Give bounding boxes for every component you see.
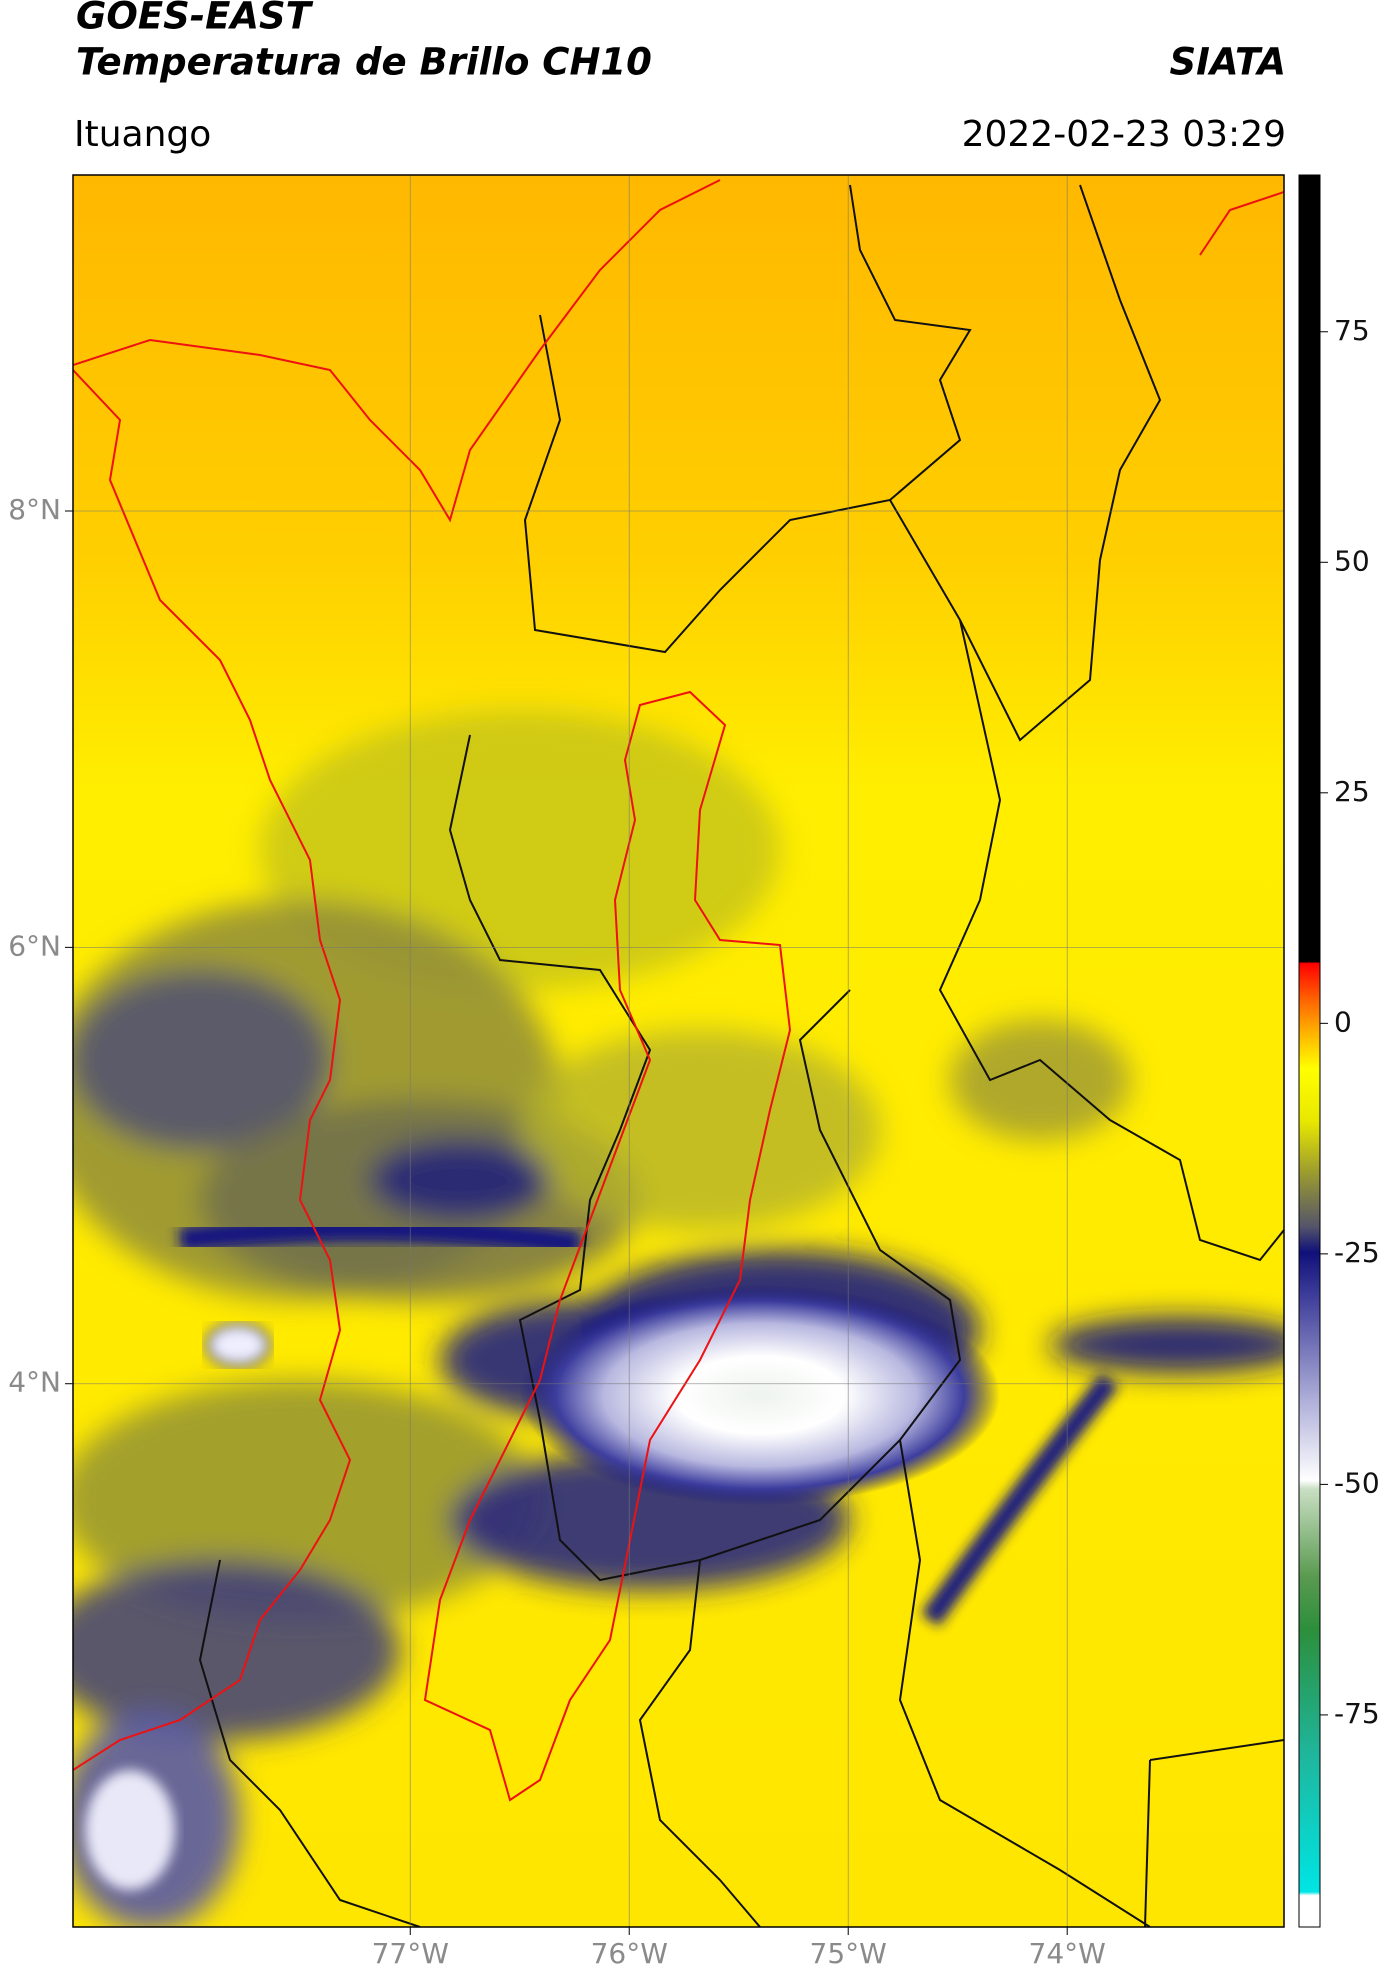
region: Ituango	[74, 114, 211, 155]
y-tick-label: 6°N	[8, 929, 61, 962]
admin-borders	[198, 184, 1284, 1927]
colorbar-label: -75	[1334, 1697, 1380, 1730]
boundaries-red	[73, 179, 1284, 1802]
colorbar	[1298, 174, 1321, 1928]
source: SIATA	[1169, 41, 1286, 84]
y-tick-label: 8°N	[8, 493, 61, 526]
subtitle: Temperatura de Brillo CH10	[76, 41, 652, 84]
map	[73, 175, 1284, 1927]
y-tick-label: 4°N	[8, 1366, 61, 1399]
colorbar-label: 25	[1334, 775, 1370, 808]
x-tick-label: 74°W	[1029, 1937, 1106, 1970]
timestamp: 2022-02-23 03:29	[962, 114, 1286, 155]
graticule	[73, 175, 1284, 1927]
x-tick-label: 75°W	[810, 1937, 887, 1970]
title: GOES-EAST	[76, 0, 314, 38]
x-tick-label: 76°W	[591, 1937, 668, 1970]
colorbar-label: 50	[1334, 544, 1370, 577]
colorbar-label: -25	[1334, 1236, 1380, 1269]
convective-core	[520, 1285, 1000, 1505]
colorbar-label: 75	[1334, 314, 1370, 347]
cloud-field	[73, 710, 1284, 1927]
map-frame	[72, 174, 1285, 1928]
colorbar-label: -50	[1334, 1466, 1380, 1499]
x-tick-label: 77°W	[372, 1937, 449, 1970]
colorbar-label: 0	[1334, 1005, 1352, 1038]
